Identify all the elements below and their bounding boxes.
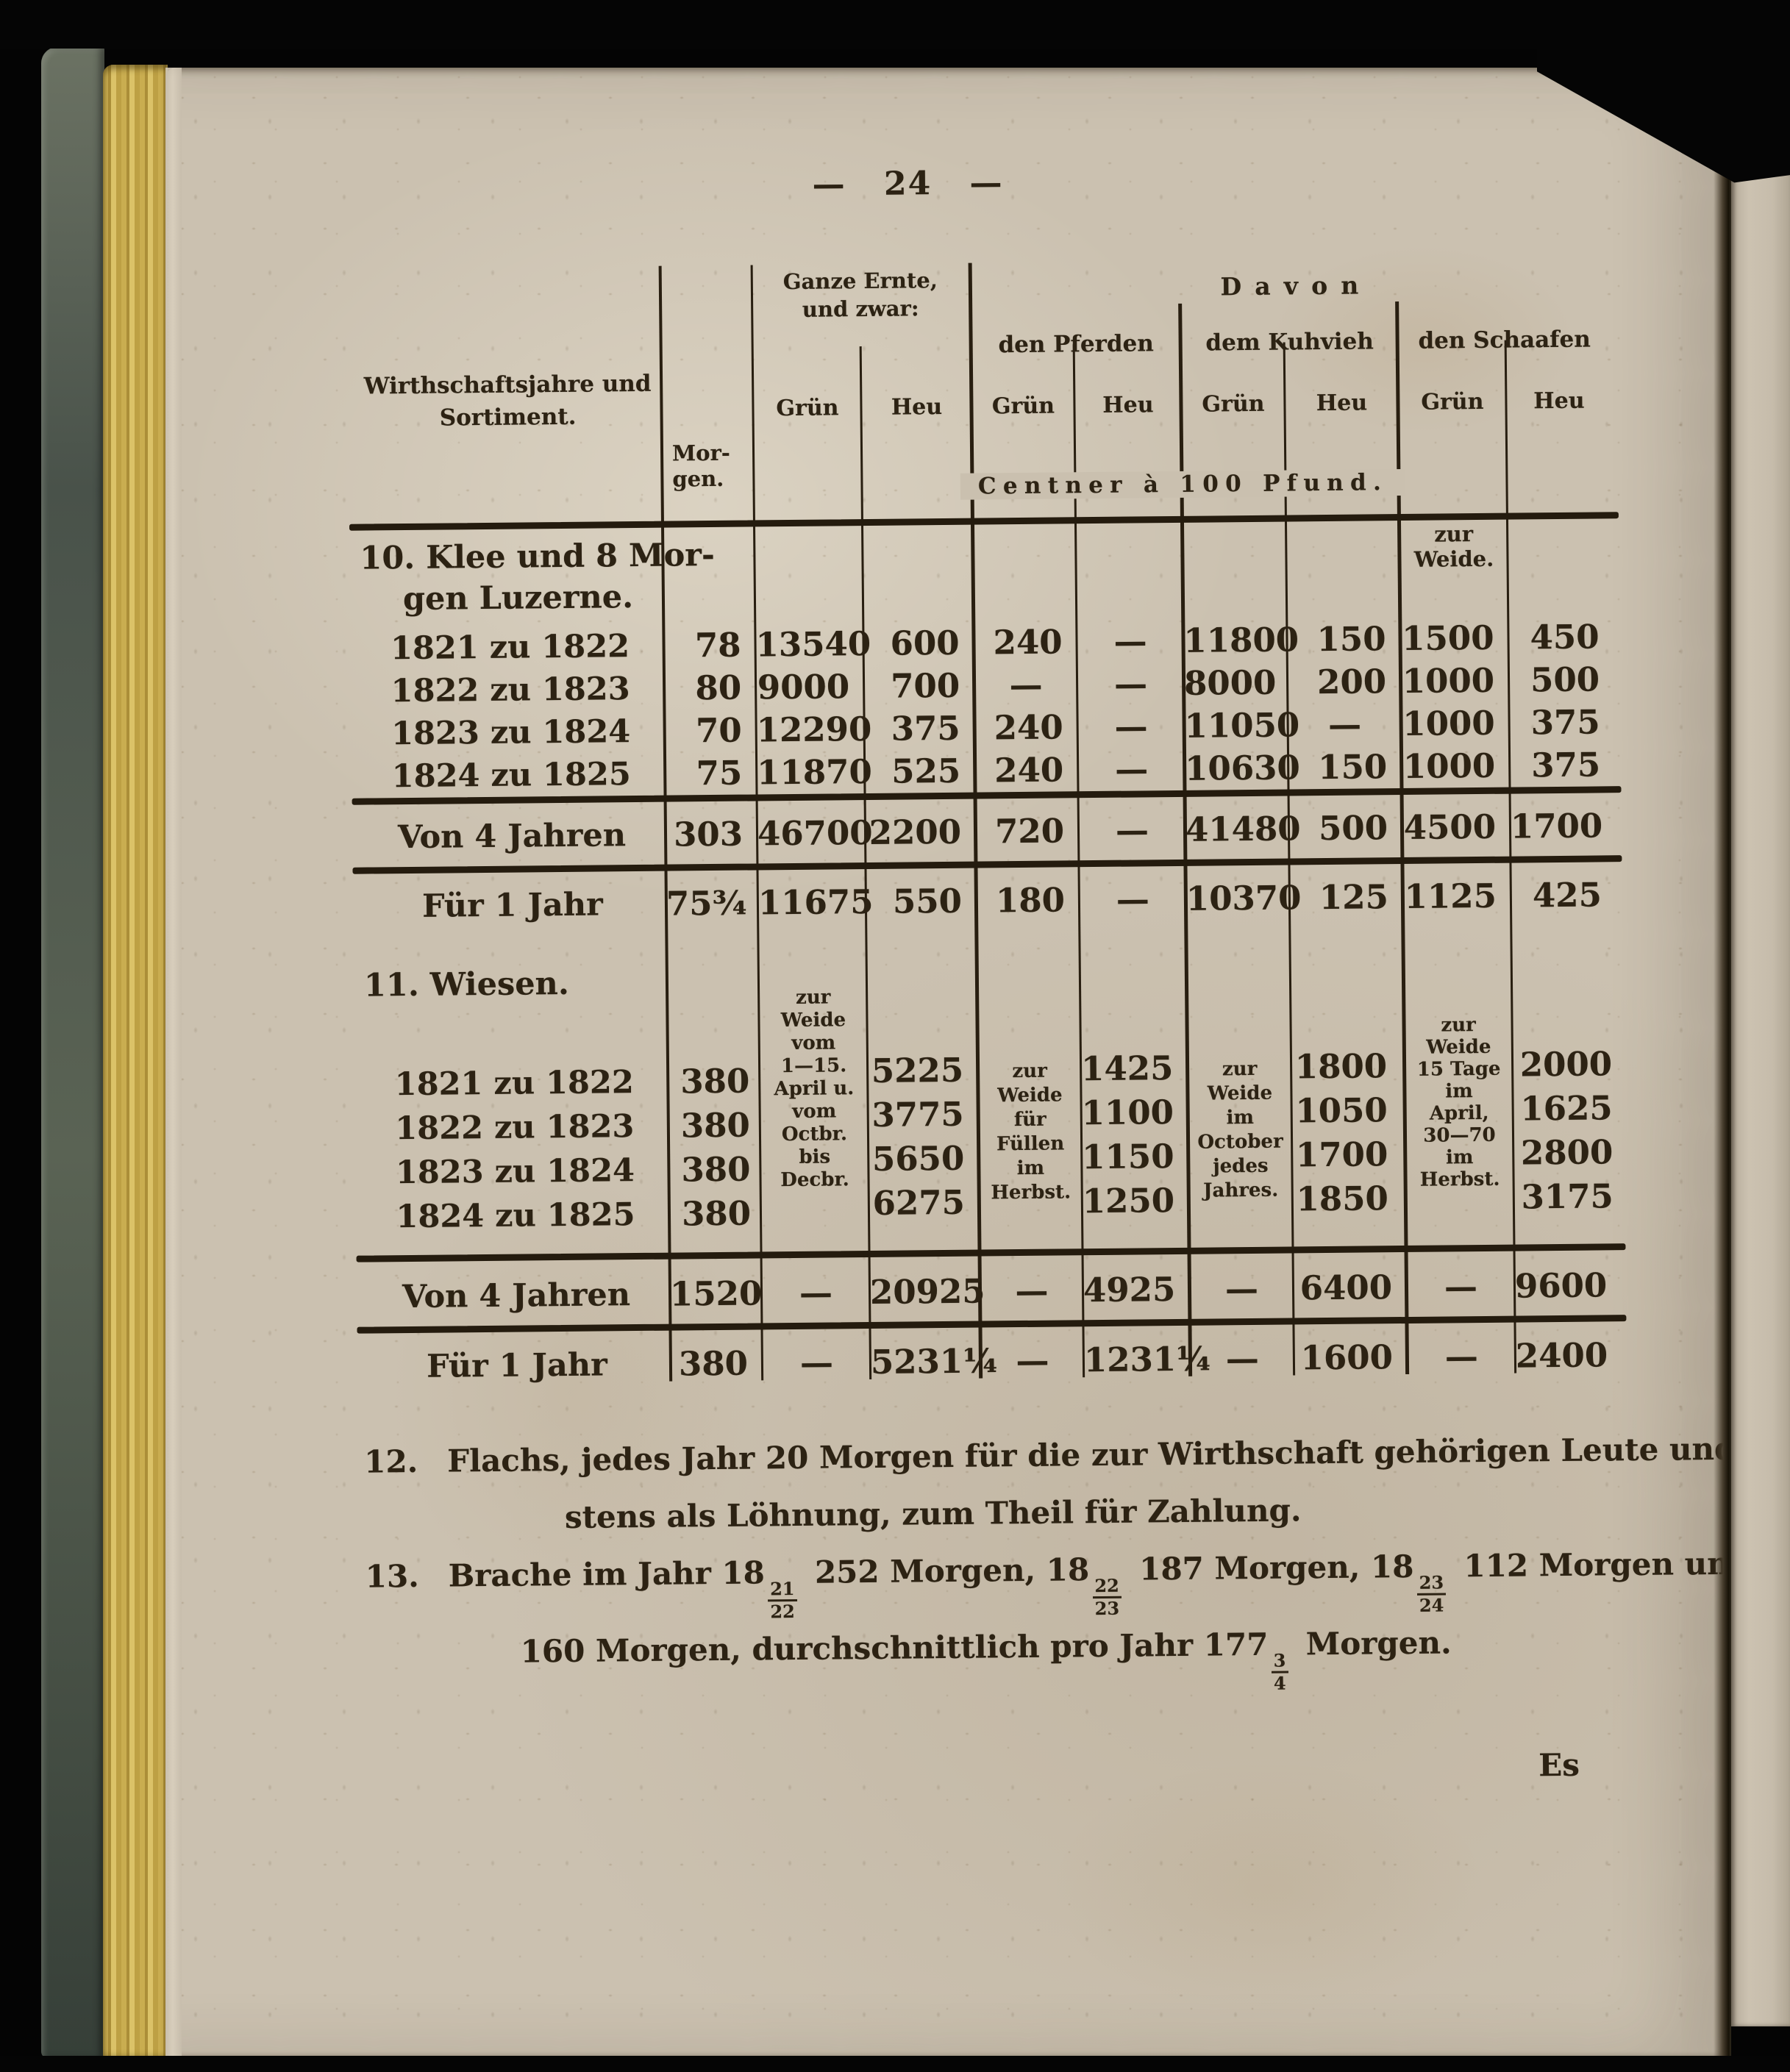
- section11-note-schaafe: zur Weide 15 Tage im April, 30—70 im Her…: [1416, 1014, 1501, 1191]
- section10-weide-note: zur Weide.: [1413, 521, 1494, 572]
- page-number: — 24 —: [812, 164, 1004, 204]
- row-label: Von 4 Jahren: [402, 1276, 631, 1316]
- row-label: 1823 zu 1824: [391, 713, 631, 753]
- row-label: Für 1 Jahr: [421, 886, 604, 925]
- section11-note-ernte: zur Weide vom 1—15. April u. vom Octbr. …: [774, 986, 855, 1192]
- book-cover-edge: [41, 47, 104, 2059]
- section11-ernte-heu-values: 5225 3775 5650 6275: [871, 1050, 966, 1223]
- subheader-heu: Heu: [1533, 387, 1585, 415]
- row-label: Für 1 Jahr: [426, 1346, 608, 1385]
- next-page-sliver: [1731, 168, 1790, 2026]
- section11-morgen-values: 380 380 380 380: [680, 1061, 752, 1234]
- column-header-morgen: Mor- gen.: [671, 440, 730, 492]
- paper-stain: [1269, 244, 1577, 435]
- book-page: — 24 — Wirthschaftsjahre und Sortiment.: [165, 68, 1790, 2056]
- unit-note: Centner à 100 Pfund.: [960, 468, 1406, 500]
- section11-kuhvieh-heu-values: 1800 1050 1700 1850: [1294, 1046, 1389, 1219]
- year-fraction: 21 22: [767, 1578, 797, 1622]
- table-peryear-row: Für 1 Jahr 75¾ 11675 550 180 — 10370 125…: [359, 864, 1617, 937]
- section11-pferde-heu-values: 1425 1100 1150 1250: [1080, 1048, 1175, 1221]
- background-bottom: [0, 2056, 1790, 2072]
- table-peryear-row: Für 1 Jahr 380 — 5231¼ — 1231¼ — 1600 — …: [363, 1324, 1622, 1398]
- subheader-gruen: Grün: [991, 393, 1055, 420]
- column-header-ganze-ernte: Ganze Ernte, und zwar:: [782, 268, 938, 322]
- row-label: 1824 zu 1825: [391, 756, 631, 796]
- subheader-heu: Heu: [1102, 392, 1154, 418]
- table-total-row: Von 4 Jahren 303 46700 2200 720 — 41480 …: [358, 795, 1616, 868]
- section10-title: 10. Klee und 8 Mor- gen Luzerne.: [360, 536, 716, 618]
- page-block-gilt-edges: [103, 65, 168, 2060]
- paragraph-number: 12.: [363, 1443, 418, 1480]
- column-header-davon: Davon: [1220, 271, 1372, 301]
- column-header-kuhvieh: dem Kuhvieh: [1205, 328, 1374, 357]
- book-gutter-shadow: [1714, 71, 1731, 2056]
- section11-note-kuhvieh: zur Weide im October jedes Jahres.: [1197, 1057, 1283, 1202]
- paper-stain: [386, 1171, 754, 1612]
- column-header-pferde: den Pferden: [998, 330, 1155, 359]
- paragraph-13: 13. Brache im Jahr 18 21 22 252 Morgen, 18 2…: [365, 1545, 1790, 1694]
- background-top: [0, 0, 1790, 49]
- subheader-gruen: Grün: [776, 395, 839, 422]
- paragraph-number: 13.: [365, 1557, 420, 1595]
- column-header-schaafe: den Schaafen: [1418, 326, 1591, 354]
- section11-year-labels: 1821 zu 1822 1822 zu 1823 1823 zu 1824 1…: [394, 1064, 635, 1236]
- column-header-rowhead: Wirthschaftsjahre und Sortiment.: [363, 370, 652, 432]
- page-edge-stack: [165, 68, 182, 2056]
- paragraph-12: 12. Flachs, jedes Jahr 20 Morgen für die …: [363, 1428, 1790, 1535]
- row-label: 1822 zu 1823: [391, 671, 630, 710]
- harvest-table: Wirthschaftsjahre und Sortiment. Mor- ge…: [349, 257, 1627, 1401]
- printed-content: — 24 — Wirthschaftsjahre und Sortiment.: [156, 60, 1790, 2063]
- row-label: Von 4 Jahren: [397, 817, 627, 857]
- section11-title: 11. Wiesen.: [363, 965, 570, 1004]
- paper-stain: [1048, 1759, 1489, 2016]
- subheader-heu: Heu: [891, 393, 943, 421]
- subheader-gruen: Grün: [1421, 388, 1484, 415]
- subheader-gruen: Grün: [1202, 390, 1265, 418]
- year-fraction: 23 24: [1416, 1572, 1447, 1616]
- section11-note-pferde: zur Weide für Füllen im Herbst.: [991, 1060, 1071, 1204]
- table-total-row: Von 4 Jahren 1520 — 20925 — 4925 — 6400 …: [363, 1254, 1621, 1328]
- catchword: Es: [1538, 1746, 1580, 1784]
- section11-schaafe-heu-values: 2000 1625 2800 3175: [1519, 1044, 1614, 1217]
- subheader-heu: Heu: [1316, 390, 1368, 417]
- row-label: 1821 zu 1822: [390, 628, 630, 668]
- year-fraction: 22 23: [1092, 1575, 1122, 1619]
